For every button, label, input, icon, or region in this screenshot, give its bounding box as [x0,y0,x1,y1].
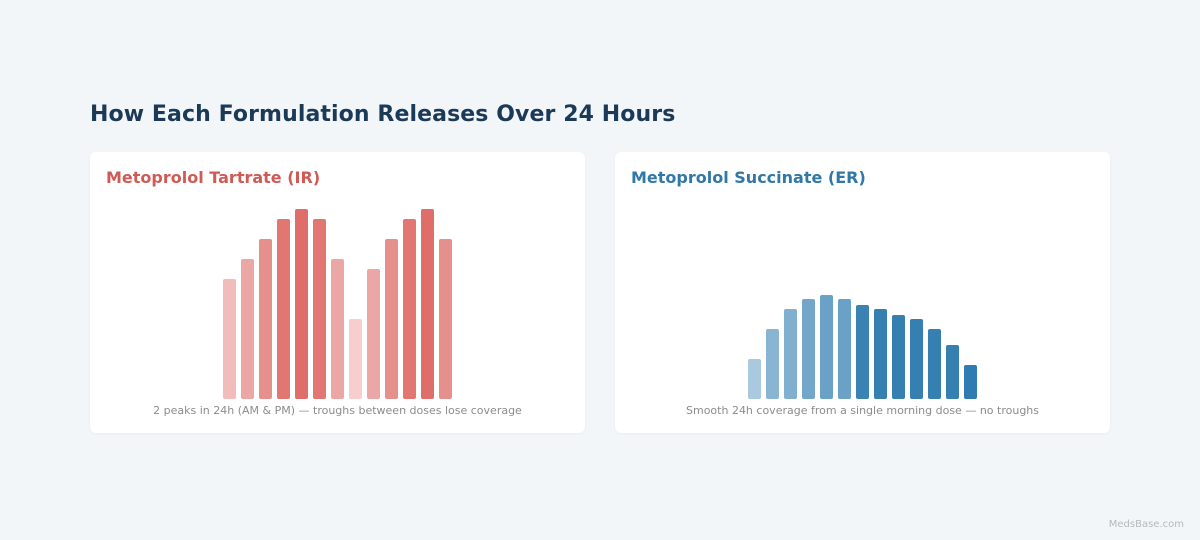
bar-4 [802,299,815,399]
bar-5 [295,209,308,399]
tartrate-ir-title: Metoprolol Tartrate (IR) [106,168,321,187]
succinate-er-bar-chart [748,295,977,399]
bar-10 [910,319,923,399]
bar-12 [946,345,959,399]
bar-8 [874,309,887,399]
bar-1 [223,279,236,399]
bar-13 [964,365,977,399]
bar-9 [892,315,905,399]
bar-6 [838,299,851,399]
bar-8 [349,319,362,399]
bar-10 [385,239,398,399]
bar-6 [313,219,326,399]
watermark: MedsBase.com [1108,519,1184,530]
bar-2 [766,329,779,399]
bar-1 [748,359,761,399]
bar-2 [241,259,254,399]
bar-3 [259,239,272,399]
bar-4 [277,219,290,399]
bar-11 [928,329,941,399]
bar-12 [421,209,434,399]
tartrate-ir-panel: Metoprolol Tartrate (IR) 2 peaks in 24h … [90,152,585,433]
succinate-er-panel: Metoprolol Succinate (ER) Smooth 24h cov… [615,152,1110,433]
tartrate-ir-bar-chart [223,209,452,399]
bar-9 [367,269,380,399]
bar-13 [439,239,452,399]
succinate-er-title: Metoprolol Succinate (ER) [631,168,866,187]
bar-7 [331,259,344,399]
bar-3 [784,309,797,399]
tartrate-ir-caption: 2 peaks in 24h (AM & PM) — troughs betwe… [153,404,522,417]
bar-11 [403,219,416,399]
page-title: How Each Formulation Releases Over 24 Ho… [90,102,676,127]
succinate-er-caption: Smooth 24h coverage from a single mornin… [686,404,1039,417]
bar-5 [820,295,833,399]
bar-7 [856,305,869,399]
